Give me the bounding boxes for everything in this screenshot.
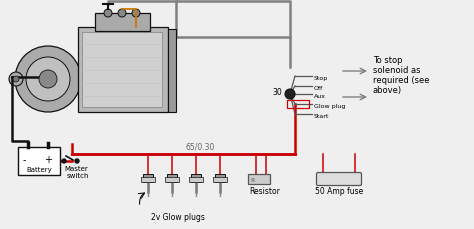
Bar <box>167 174 177 182</box>
Circle shape <box>104 10 112 18</box>
Bar <box>248 174 270 184</box>
Circle shape <box>62 159 66 163</box>
Circle shape <box>39 71 57 89</box>
Text: 2v Glow plugs: 2v Glow plugs <box>151 212 205 221</box>
Text: solenoid as: solenoid as <box>373 66 420 75</box>
Circle shape <box>118 10 126 18</box>
Circle shape <box>13 77 19 83</box>
Text: Aux: Aux <box>314 94 326 98</box>
Text: Resistor: Resistor <box>249 186 280 195</box>
Bar <box>82 33 162 108</box>
Bar <box>191 174 201 182</box>
Text: Stop: Stop <box>314 76 328 81</box>
Text: required (see: required (see <box>373 76 429 85</box>
Bar <box>78 28 168 112</box>
Circle shape <box>75 159 79 163</box>
Text: R: R <box>250 178 254 183</box>
Circle shape <box>9 73 23 87</box>
Bar <box>18 147 60 175</box>
Text: switch: switch <box>67 172 90 178</box>
Circle shape <box>26 58 70 101</box>
Circle shape <box>132 10 140 18</box>
FancyBboxPatch shape <box>317 173 362 186</box>
Text: Master: Master <box>64 165 88 171</box>
Text: 50 Amp fuse: 50 Amp fuse <box>315 186 363 195</box>
Bar <box>141 177 155 182</box>
Text: -: - <box>22 154 26 164</box>
Text: Battery: Battery <box>26 166 52 172</box>
Bar <box>165 177 179 182</box>
Bar <box>143 174 153 182</box>
Text: 65/0.30: 65/0.30 <box>185 142 214 151</box>
Text: Glow plug: Glow plug <box>314 104 346 109</box>
Text: 30: 30 <box>272 88 282 97</box>
Bar <box>95 14 150 32</box>
Bar <box>215 174 225 182</box>
Bar <box>287 101 309 109</box>
Text: Start: Start <box>314 114 329 118</box>
Text: above): above) <box>373 86 402 95</box>
Circle shape <box>285 90 295 100</box>
Circle shape <box>15 47 81 112</box>
Text: To stop: To stop <box>373 56 402 65</box>
Text: +: + <box>44 154 52 164</box>
Bar <box>189 177 203 182</box>
Bar <box>168 30 176 112</box>
Bar <box>213 177 227 182</box>
Text: Off: Off <box>314 86 323 91</box>
